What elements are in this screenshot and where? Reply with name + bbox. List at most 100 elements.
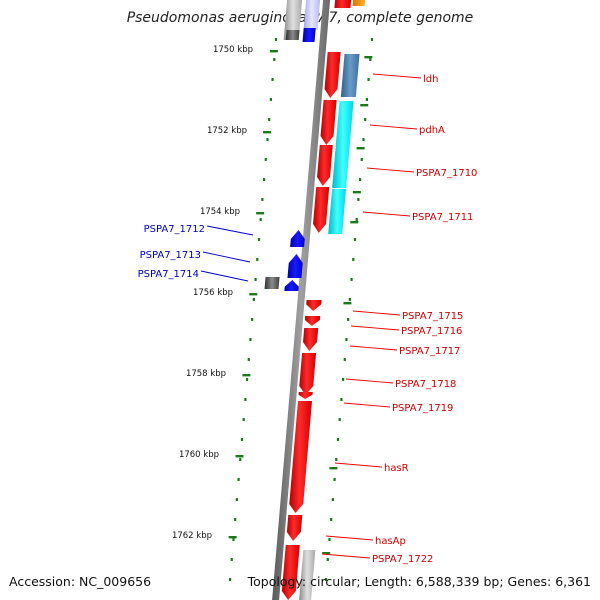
gene-label-right[interactable]: PSPA7_1717 [399, 346, 460, 357]
gene-label-right[interactable]: PSPA7_1710 [416, 168, 477, 179]
gene-hasR[interactable] [289, 401, 313, 513]
gc-dot [340, 398, 343, 401]
scale-tick-mark [269, 50, 278, 53]
gene-orange-top[interactable] [352, 0, 366, 6]
gc-dot [350, 278, 353, 281]
gene-red-1[interactable] [324, 52, 341, 98]
gc-dot [262, 178, 266, 181]
gene-label-right[interactable]: PSPA7_1715 [402, 311, 463, 322]
gene-PSPA7_1713[interactable] [287, 254, 303, 278]
track-tick [364, 56, 373, 59]
gene-label-leader [345, 378, 394, 384]
gene-red-top[interactable] [334, 0, 352, 8]
gene-dark-top[interactable] [285, 30, 300, 40]
gc-dot [364, 118, 367, 121]
gc-dot [234, 518, 237, 521]
scale-tick-mark [242, 374, 251, 377]
gene-cyan-2[interactable] [328, 189, 347, 234]
gc-dot [357, 198, 360, 201]
gene-label-left[interactable]: PSPA7_1712 [144, 224, 205, 235]
gene-PSPA7_1717[interactable] [303, 328, 319, 351]
gc-dot [352, 258, 355, 261]
gc-dot [230, 558, 233, 561]
gc-dot [328, 538, 331, 541]
gc-dot [237, 478, 240, 481]
gene-red-4[interactable] [313, 187, 330, 233]
gc-dot [239, 458, 242, 461]
scale-tick-mark [249, 293, 258, 296]
track-tick [360, 104, 369, 107]
gene-PSPA7_1722[interactable] [299, 550, 316, 600]
gc-dot [249, 338, 252, 341]
gc-dot [358, 178, 362, 181]
gene-label-right[interactable]: PSPA7_1718 [395, 379, 456, 390]
gene-dark-mid[interactable] [264, 277, 280, 289]
gene-label-right[interactable]: PSPA7_1722 [372, 554, 433, 565]
gene-label-right[interactable]: pdhA [419, 125, 445, 136]
scale-tick-label: 1760 kbp [179, 450, 219, 460]
gc-dot [252, 298, 255, 301]
gene-lavender-top[interactable] [303, 0, 321, 30]
gc-dot [330, 518, 333, 521]
gene-red-3[interactable] [317, 145, 333, 186]
gene-label-leader [321, 553, 371, 559]
gene-label-right[interactable]: hasR [384, 463, 409, 474]
gene-red-bottom[interactable] [281, 545, 300, 600]
topology-text: Topology: circular; Length: 6,588,339 bp… [247, 574, 591, 589]
gene-PSPA7_1715[interactable] [306, 300, 322, 311]
gene-label-leader [366, 167, 415, 173]
gene-label-right[interactable]: hasAp [375, 536, 406, 547]
gene-PSPA7_1712[interactable] [290, 230, 305, 247]
scale-tick-mark [228, 536, 237, 539]
gene-pdhA[interactable] [332, 101, 354, 188]
gene-label-leader [334, 462, 383, 468]
track-tick [322, 552, 331, 555]
gene-label-right[interactable]: PSPA7_1716 [401, 326, 462, 337]
gene-hasAp[interactable] [286, 515, 303, 541]
gene-label-right[interactable]: PSPA7_1719 [392, 403, 453, 414]
gc-dot [261, 198, 264, 201]
gene-PSPA7_1719[interactable] [298, 392, 313, 399]
gene-label-leader [362, 211, 411, 217]
gene-label-leader [350, 325, 400, 331]
gc-dot [271, 78, 274, 81]
gc-dot [362, 138, 365, 141]
gc-dot [256, 258, 259, 261]
gene-label-left[interactable]: PSPA7_1714 [138, 269, 199, 280]
track-tick [329, 467, 338, 470]
gene-red-2[interactable] [320, 100, 337, 145]
gene-PSPA7_1716[interactable] [304, 316, 321, 326]
gc-dot [365, 98, 368, 101]
gc-dot [369, 58, 372, 61]
gene-label-leader [325, 535, 374, 541]
scale-tick-label: 1762 kbp [172, 531, 212, 541]
gene-label-right[interactable]: ldh [423, 74, 438, 85]
scale-tick-label: 1758 kbp [186, 369, 226, 379]
gc-dot [355, 218, 358, 221]
gene-ldh[interactable] [340, 54, 360, 97]
gc-dot [242, 418, 245, 421]
gene-label-right[interactable]: PSPA7_1711 [412, 212, 473, 223]
gc-dot [232, 538, 235, 541]
gc-dot [367, 78, 370, 81]
gc-dot [269, 98, 272, 101]
gene-PSPA7_1714[interactable] [284, 280, 299, 291]
gc-dot [331, 498, 334, 501]
gc-dot [247, 358, 250, 361]
gc-dot [326, 558, 329, 561]
scale-tick-label: 1756 kbp [193, 288, 233, 298]
scale-tick-mark [263, 131, 272, 134]
gene-label-left[interactable]: PSPA7_1713 [140, 250, 201, 261]
gc-dot [244, 398, 247, 401]
track-tick [356, 147, 365, 150]
track-tick [352, 191, 361, 194]
scale-tick-mark [235, 455, 244, 458]
scale-tick-label: 1752 kbp [207, 126, 247, 136]
gene-label-leader [369, 124, 418, 130]
gc-dot [240, 438, 244, 441]
gc-dot [345, 338, 348, 341]
scale-tick-label: 1754 kbp [200, 207, 240, 217]
gene-PSPA7_1718[interactable] [299, 353, 317, 395]
gene-label-leader [372, 73, 422, 79]
gene-blue-top[interactable] [302, 28, 316, 42]
